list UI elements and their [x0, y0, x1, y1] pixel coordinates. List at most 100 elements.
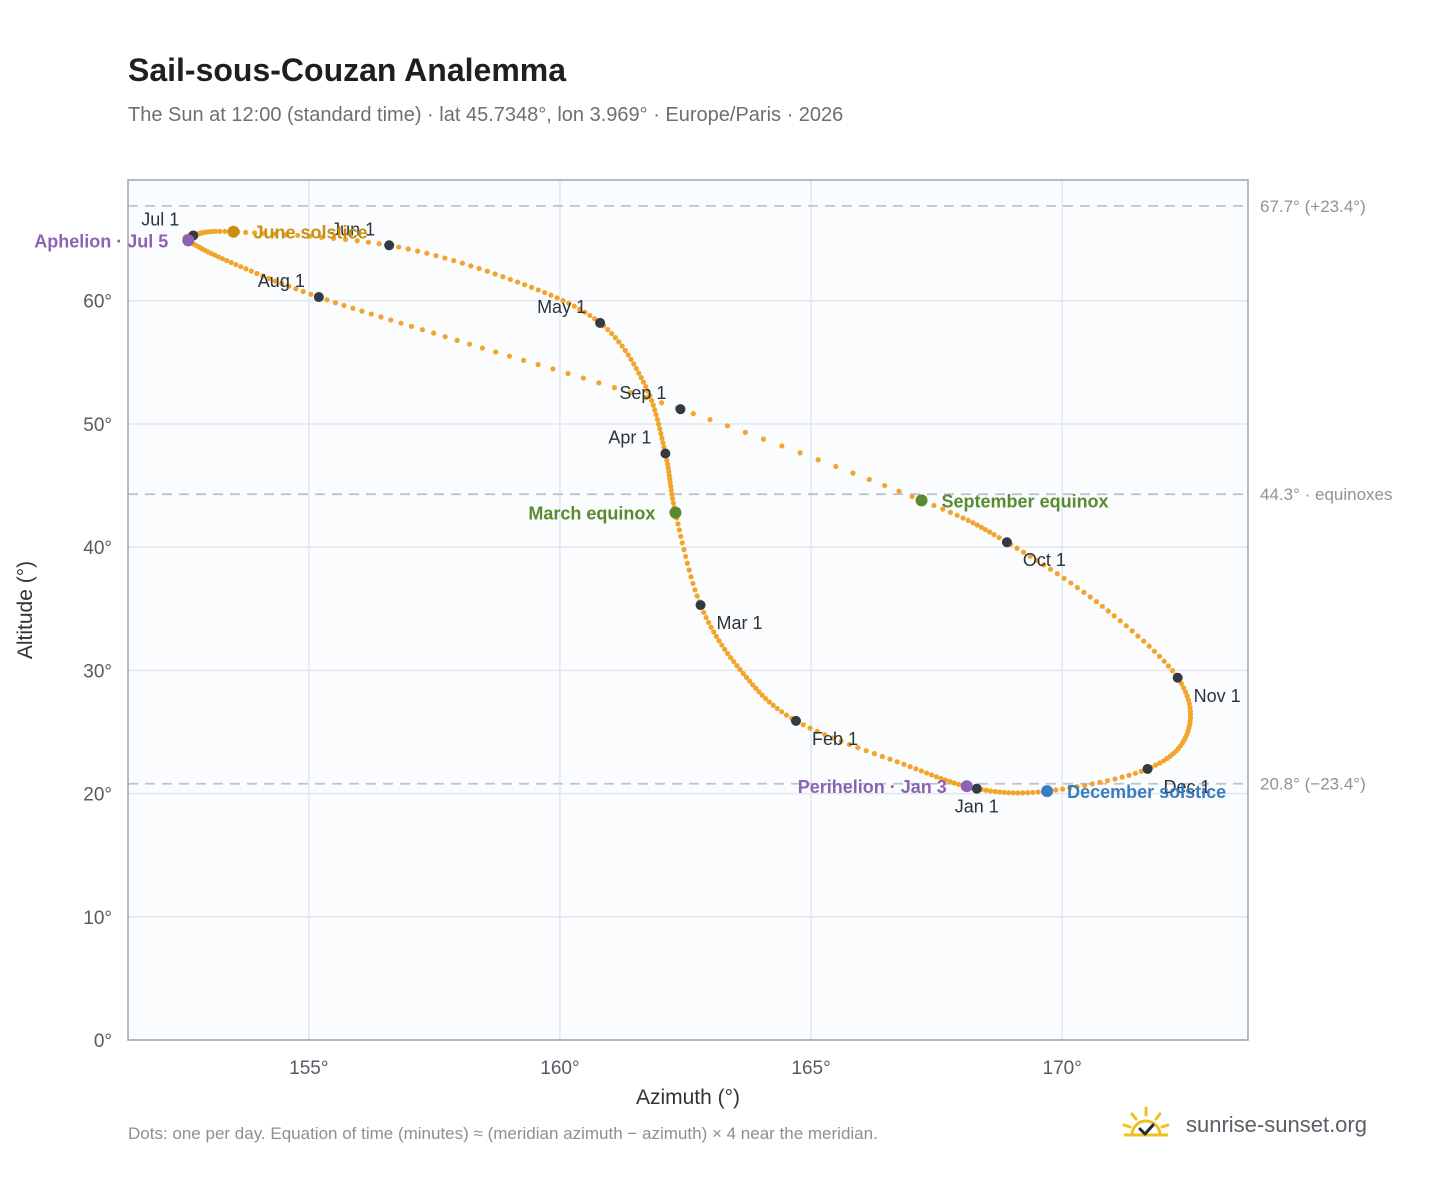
daily-position-dot [746, 678, 753, 684]
event-label: Aphelion · Jul 5 [34, 231, 168, 251]
daily-position-dot [359, 308, 365, 314]
daily-position-dot [459, 260, 465, 266]
daily-position-dot [431, 330, 437, 336]
daily-position-dot [986, 529, 993, 535]
daily-position-dot [308, 291, 314, 297]
month-marker-label: Dec 1 [1164, 777, 1211, 797]
daily-position-dot [295, 232, 301, 239]
daily-position-dot [1138, 768, 1144, 774]
daily-position-dot [1141, 638, 1147, 644]
month-marker-label: Oct 1 [1023, 550, 1066, 570]
daily-position-dot [947, 778, 953, 785]
daily-position-dot [571, 303, 577, 309]
daily-position-dot [1093, 599, 1099, 605]
daily-position-dot [266, 275, 272, 281]
month-marker-label: Sep 1 [619, 383, 666, 403]
daily-position-dot [1165, 663, 1172, 669]
event-marker [669, 506, 682, 519]
daily-position-dot [331, 235, 337, 241]
daily-position-dot [1020, 790, 1026, 796]
daily-position-dot [1089, 781, 1095, 787]
daily-position-dot [1025, 790, 1031, 796]
month-marker [790, 715, 801, 726]
reference-line-label: 44.3° · equinoxes [1260, 485, 1393, 504]
daily-position-dot [640, 379, 647, 385]
event-marker [227, 225, 240, 238]
daily-position-dot [592, 316, 598, 322]
month-marker [313, 292, 324, 303]
daily-position-dot [419, 327, 426, 333]
daily-position-dot [815, 457, 821, 463]
daily-position-dot [1182, 689, 1189, 695]
daily-position-dot [611, 385, 618, 391]
x-tick-label: 160° [540, 1058, 579, 1079]
daily-position-dot [683, 553, 689, 560]
daily-position-dot [1099, 603, 1105, 609]
daily-position-dot [414, 248, 421, 254]
month-marker [695, 600, 706, 611]
daily-position-dot [636, 370, 642, 376]
daily-position-dot [243, 266, 249, 272]
daily-position-dot [783, 712, 790, 718]
daily-position-dot [1001, 789, 1007, 795]
daily-position-dot [1181, 685, 1187, 691]
daily-position-dot [1112, 776, 1118, 782]
daily-position-dot [760, 436, 767, 442]
gridlines [128, 180, 1248, 1041]
daily-position-dot [398, 320, 404, 326]
daily-position-dot [740, 670, 746, 677]
daily-position-dot [1132, 770, 1139, 776]
daily-position-dot [656, 421, 662, 427]
month-marker [971, 783, 982, 794]
daily-position-dot [212, 228, 219, 235]
event-label: March equinox [528, 504, 655, 524]
daily-position-dot [1061, 575, 1067, 581]
daily-position-dot [982, 526, 988, 533]
daily-position-dot [779, 443, 785, 449]
daily-position-dot [535, 362, 541, 368]
month-marker-label: May 1 [537, 297, 586, 317]
daily-position-dot [521, 357, 527, 363]
daily-position-dot [686, 567, 692, 573]
daily-position-dot [722, 646, 728, 652]
daily-position-dot [332, 300, 339, 306]
daily-position-dot [978, 524, 984, 530]
daily-position-dot [454, 337, 460, 343]
y-tick-label: 60° [83, 292, 112, 313]
y-tick-label: 20° [83, 785, 112, 806]
daily-position-dot [522, 282, 528, 288]
daily-position-dot [647, 393, 653, 399]
event-marker [915, 494, 928, 507]
daily-position-dot [548, 292, 554, 298]
daily-position-dot [388, 317, 394, 323]
x-tick-label: 155° [289, 1058, 328, 1079]
daily-position-dot [896, 488, 902, 494]
daily-position-dot [1129, 628, 1135, 634]
daily-position-dot [318, 234, 325, 240]
daily-position-dot [1160, 758, 1167, 764]
daily-position-dot [974, 522, 980, 528]
daily-position-dot [658, 430, 664, 437]
daily-position-dot [742, 429, 748, 435]
daily-position-dot [766, 699, 772, 705]
daily-position-dot [807, 725, 813, 731]
daily-position-dot [991, 532, 997, 538]
daily-position-dot [341, 302, 347, 309]
daily-position-dot [217, 228, 223, 234]
daily-position-dot [1146, 643, 1152, 649]
daily-position-dot [228, 259, 234, 266]
daily-position-dot [582, 309, 588, 315]
daily-position-dot [1097, 779, 1103, 785]
daily-position-dot [1161, 658, 1167, 664]
daily-position-dot [894, 759, 900, 765]
daily-position-dot [650, 402, 656, 408]
brand[interactable]: sunrise-sunset.org [1120, 1100, 1367, 1150]
daily-position-dot [596, 380, 602, 386]
daily-position-dot [1041, 562, 1047, 568]
x-axis-label: Azimuth (°) [636, 1086, 740, 1109]
daily-position-dot [612, 335, 618, 341]
daily-position-dot [272, 231, 278, 237]
event-label: June solstice [253, 223, 367, 243]
daily-position-dot [1087, 594, 1093, 600]
daily-position-dot [643, 384, 649, 390]
